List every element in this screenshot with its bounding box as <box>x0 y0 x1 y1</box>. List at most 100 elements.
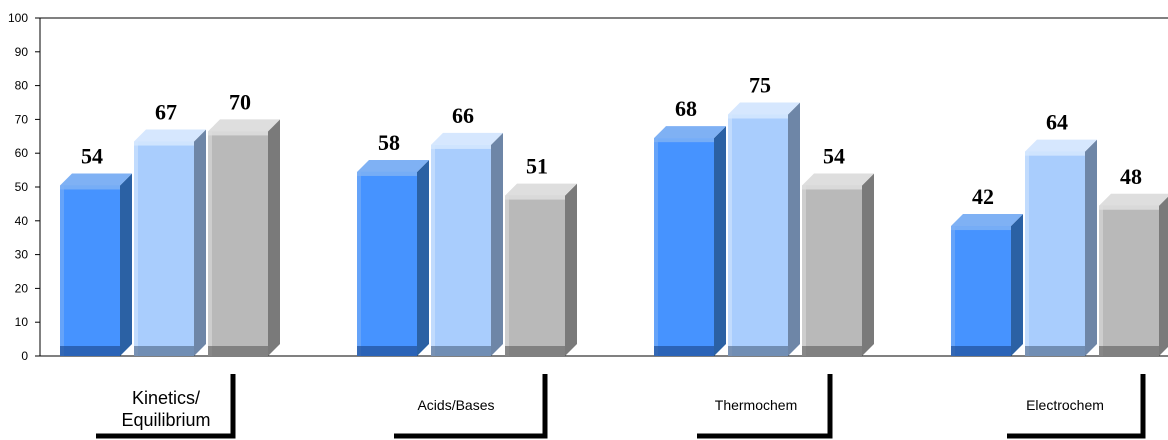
bar-top-1-2 <box>505 183 577 196</box>
bar-side-2-0 <box>714 126 726 356</box>
bar-bevel-top-1-1 <box>431 144 491 149</box>
data-label-3-2: 48 <box>1120 164 1142 189</box>
bar-bevel-top-3-1 <box>1025 151 1085 156</box>
data-label-1-1: 66 <box>452 103 474 128</box>
bar-side-0-2 <box>268 119 280 357</box>
data-label-0-1: 67 <box>155 100 177 125</box>
data-label-0-2: 70 <box>229 89 251 114</box>
bar-bevel-bottom-2-0 <box>654 346 714 356</box>
data-label-1-0: 58 <box>378 130 400 155</box>
bar-top-2-0 <box>654 126 726 139</box>
bar-top-3-2 <box>1099 193 1168 206</box>
bar-0-0 <box>60 185 120 356</box>
bar-bevel-left-1-2 <box>505 195 509 356</box>
bar-bevel-bottom-3-1 <box>1025 346 1085 356</box>
bar-3-0 <box>951 226 1011 356</box>
bar-top-2-1 <box>728 102 800 115</box>
y-tick-label-100: 100 <box>8 11 28 25</box>
data-label-3-0: 42 <box>972 184 994 209</box>
category-bracket-2 <box>697 374 833 439</box>
bar-bevel-top-0-0 <box>60 185 120 190</box>
bar-bevel-bottom-1-1 <box>431 346 491 356</box>
bar-side-1-2 <box>565 183 577 356</box>
bar-bevel-top-3-2 <box>1099 205 1159 210</box>
bar-side-1-0 <box>417 159 429 356</box>
bar-2-0 <box>654 138 714 356</box>
bar-bevel-bottom-2-2 <box>802 346 862 356</box>
y-tick-label-50: 50 <box>15 180 29 194</box>
bar-1-0 <box>357 171 417 356</box>
data-label-2-0: 68 <box>675 96 697 121</box>
bar-bevel-bottom-1-2 <box>505 346 565 356</box>
bar-bevel-bottom-2-1 <box>728 346 788 356</box>
bar-1-1 <box>431 144 491 356</box>
bar-0-2 <box>208 131 268 356</box>
bar-bevel-bottom-3-0 <box>951 346 1011 356</box>
bar-1-2 <box>505 195 565 356</box>
bar-bevel-left-3-2 <box>1099 205 1103 356</box>
data-label-3-1: 64 <box>1046 110 1068 135</box>
bar-side-0-0 <box>120 173 132 356</box>
bar-bevel-left-3-1 <box>1025 151 1029 356</box>
bar-bevel-left-1-1 <box>431 144 435 356</box>
y-tick-label-40: 40 <box>15 214 29 228</box>
y-tick-label-90: 90 <box>15 45 29 59</box>
category-bracket-0 <box>96 374 236 439</box>
bar-bevel-top-1-2 <box>505 195 565 200</box>
bar-side-1-1 <box>491 132 503 356</box>
bar-side-3-0 <box>1011 214 1023 356</box>
category-bracket-3 <box>1007 374 1146 439</box>
bar-3-2 <box>1099 205 1159 356</box>
bar-bevel-left-2-1 <box>728 114 732 356</box>
category-label-thermochem: Thermochem <box>714 397 798 413</box>
bar-side-0-1 <box>194 129 206 356</box>
data-label-0-0: 54 <box>81 143 103 168</box>
bar-bevel-bottom-0-1 <box>134 346 194 356</box>
category-label-kinetics-equilibrium: Kinetics/ Equilibrium <box>121 388 211 430</box>
bar-bevel-left-2-0 <box>654 138 658 356</box>
bar-top-3-0 <box>951 214 1023 227</box>
bar-bevel-top-2-1 <box>728 114 788 119</box>
bar-top-0-2 <box>208 119 280 132</box>
category-bracket-1 <box>394 374 548 439</box>
y-tick-label-10: 10 <box>15 315 29 329</box>
bar-bevel-top-2-0 <box>654 138 714 143</box>
bar-top-2-2 <box>802 173 874 186</box>
bar-3-1 <box>1025 151 1085 356</box>
bar-bevel-top-0-1 <box>134 141 194 146</box>
category-label-electrochem: Electrochem <box>1026 397 1104 413</box>
bar-side-3-1 <box>1085 139 1097 356</box>
data-label-1-2: 51 <box>526 154 548 179</box>
bar-0-1 <box>134 141 194 356</box>
bar-bevel-bottom-0-0 <box>60 346 120 356</box>
bar-side-3-2 <box>1159 196 1168 356</box>
data-label-2-1: 75 <box>749 73 771 98</box>
bar-bevel-top-2-2 <box>802 185 862 190</box>
bar-bevel-left-3-0 <box>951 226 955 356</box>
data-label-2-2: 54 <box>823 143 845 168</box>
bar-bevel-top-3-0 <box>951 226 1011 231</box>
y-tick-label-60: 60 <box>15 146 29 160</box>
bar-bevel-left-0-1 <box>134 141 138 356</box>
bar-top-0-0 <box>60 173 132 186</box>
y-tick-label-20: 20 <box>15 281 29 295</box>
y-tick-label-0: 0 <box>21 349 28 363</box>
y-tick-label-70: 70 <box>15 112 29 126</box>
bar-bevel-left-1-0 <box>357 171 361 356</box>
bar-bevel-top-1-0 <box>357 171 417 176</box>
bar-top-1-0 <box>357 159 429 172</box>
bar-bevel-bottom-3-2 <box>1099 346 1159 356</box>
bar-side-2-1 <box>788 102 800 356</box>
bar-bevel-left-0-0 <box>60 185 64 356</box>
bar-bevel-left-0-2 <box>208 131 212 356</box>
bar-bevel-bottom-0-2 <box>208 346 268 356</box>
bar-bevel-left-2-2 <box>802 185 806 356</box>
y-tick-label-30: 30 <box>15 248 29 262</box>
bar-top-3-1 <box>1025 139 1097 152</box>
bar-2-1 <box>728 114 788 356</box>
bar-side-2-2 <box>862 173 874 356</box>
y-tick-label-80: 80 <box>15 79 29 93</box>
category-label-acids-bases: Acids/Bases <box>417 397 495 413</box>
bar-bevel-bottom-1-0 <box>357 346 417 356</box>
